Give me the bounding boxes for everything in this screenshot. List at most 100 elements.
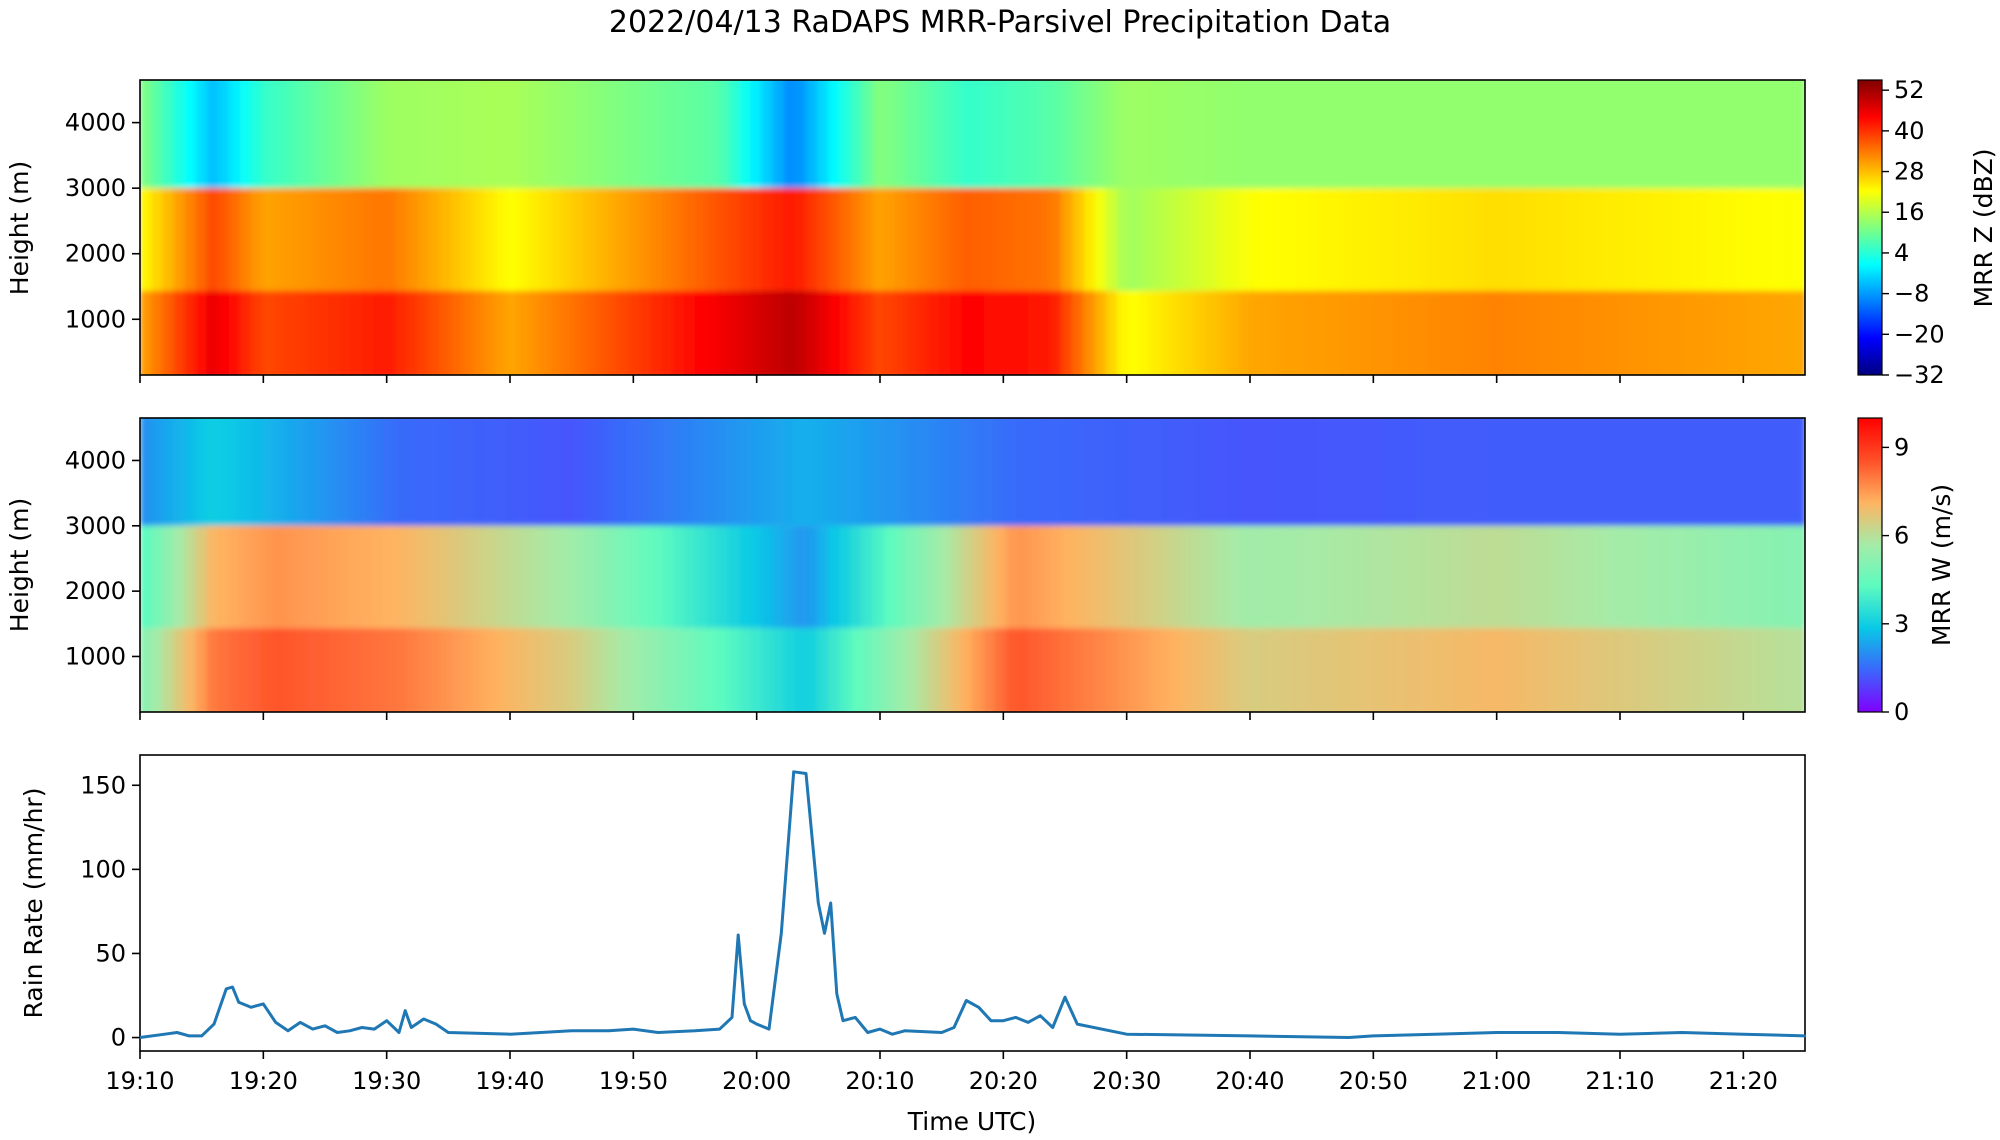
heatmap-cell — [317, 525, 330, 629]
heatmap-cell — [1694, 290, 1707, 375]
heatmap-cell — [162, 525, 175, 629]
heatmap-cell — [1705, 188, 1718, 291]
heatmap-cell — [750, 80, 763, 189]
heatmap-cell — [1627, 290, 1640, 375]
y-tick-label: 2000 — [65, 240, 126, 268]
heatmap-cell — [717, 80, 730, 189]
rainrate-point — [656, 1031, 660, 1034]
heatmap-cell — [1682, 628, 1695, 712]
heatmap-cell — [228, 628, 241, 712]
heatmap-cell — [1483, 628, 1496, 712]
reflectivity-colorbar-ticks: 52 40 28 16 4 −8 −20 −32 — [1882, 76, 1945, 389]
heatmap-cell — [683, 628, 696, 712]
rainrate-point — [903, 1029, 906, 1033]
heatmap-cell — [528, 418, 541, 526]
heatmap-cell — [1538, 628, 1551, 712]
heatmap-cell — [794, 525, 807, 629]
heatmap-cell — [1161, 80, 1174, 189]
heatmap-cell — [695, 628, 708, 712]
rainrate-point — [718, 1027, 721, 1031]
heatmap-cell — [706, 80, 719, 189]
heatmap-cell — [262, 525, 275, 629]
heatmap-cell — [1150, 290, 1163, 375]
heatmap-cell — [1383, 188, 1396, 291]
heatmap-cell — [661, 418, 674, 526]
heatmap-cell — [939, 418, 952, 526]
heatmap-cell — [1349, 418, 1362, 526]
rainrate-point — [1026, 1021, 1030, 1024]
heatmap-cell — [1338, 525, 1351, 629]
heatmap-cell — [672, 418, 685, 526]
heatmap-cell — [395, 290, 408, 375]
heatmap-cell — [1583, 525, 1596, 629]
heatmap-cell — [428, 290, 441, 375]
heatmap-cell — [1727, 418, 1740, 526]
heatmap-cell — [806, 290, 819, 375]
heatmap-cell — [273, 188, 286, 291]
heatmap-cell — [1771, 188, 1784, 291]
heatmap-cell — [1694, 525, 1707, 629]
heatmap-cell — [162, 628, 175, 712]
heatmap-cell — [606, 525, 619, 629]
heatmap-cell — [783, 525, 796, 629]
heatmap-cell — [1638, 418, 1651, 526]
heatmap-cell — [339, 628, 352, 712]
heatmap-cell — [1505, 525, 1518, 629]
heatmap-cell — [284, 80, 297, 189]
rainrate-point — [804, 772, 808, 775]
heatmap-cell — [1161, 290, 1174, 375]
heatmap-cell — [761, 418, 774, 526]
heatmap-cell — [861, 80, 874, 189]
reflectivity-y-axis: 1000 2000 3000 4000 — [65, 109, 140, 333]
heatmap-cell — [817, 418, 830, 526]
heatmap-cell — [1616, 290, 1629, 375]
heatmap-cell — [439, 188, 452, 291]
heatmap-cell — [1705, 525, 1718, 629]
heatmap-cell — [750, 525, 763, 629]
heatmap-cell — [739, 628, 752, 712]
heatmap-cell — [1349, 628, 1362, 712]
heatmap-cell — [328, 628, 341, 712]
y-tick-label: 4000 — [65, 446, 126, 474]
heatmap-cell — [1005, 525, 1018, 629]
heatmap-cell — [328, 188, 341, 291]
heatmap-cell — [317, 290, 330, 375]
velocity-colorbar: 9 6 3 0 MRR W (m/s) — [1857, 417, 1956, 726]
heatmap-cell — [1361, 525, 1374, 629]
heatmap-cell — [739, 290, 752, 375]
heatmap-cell — [284, 628, 297, 712]
heatmap-cell — [284, 418, 297, 526]
heatmap-cell — [439, 525, 452, 629]
heatmap-cell — [217, 290, 230, 375]
heatmap-cell — [1316, 80, 1329, 189]
heatmap-cell — [550, 418, 563, 526]
heatmap-cell — [1216, 418, 1229, 526]
heatmap-cell — [1139, 290, 1152, 375]
colorbar-tick-label: 9 — [1894, 433, 1909, 461]
x-tick-label: 20:40 — [1215, 1067, 1284, 1095]
heatmap-cell — [1139, 188, 1152, 291]
heatmap-cell — [1549, 418, 1562, 526]
heatmap-cell — [1472, 188, 1485, 291]
heatmap-cell — [1583, 290, 1596, 375]
heatmap-cell — [772, 80, 785, 189]
heatmap-cell — [1105, 418, 1118, 526]
heatmap-cell — [173, 80, 186, 189]
heatmap-cell — [561, 290, 574, 375]
heatmap-cell — [695, 80, 708, 189]
heatmap-cell — [1449, 290, 1462, 375]
heatmap-cell — [761, 290, 774, 375]
heatmap-cell — [1394, 628, 1407, 712]
heatmap-cell — [162, 418, 175, 526]
heatmap-cell — [1516, 188, 1529, 291]
heatmap-cell — [739, 418, 752, 526]
heatmap-cell — [506, 525, 519, 629]
heatmap-cell — [1516, 525, 1529, 629]
heatmap-cell — [595, 80, 608, 189]
heatmap-cell — [206, 80, 219, 189]
heatmap-cell — [1361, 80, 1374, 189]
heatmap-cell — [1571, 80, 1584, 189]
heatmap-cell — [761, 628, 774, 712]
rainrate-y-axis: 0 50 100 150 — [80, 771, 140, 1052]
rainrate-point — [736, 933, 740, 937]
